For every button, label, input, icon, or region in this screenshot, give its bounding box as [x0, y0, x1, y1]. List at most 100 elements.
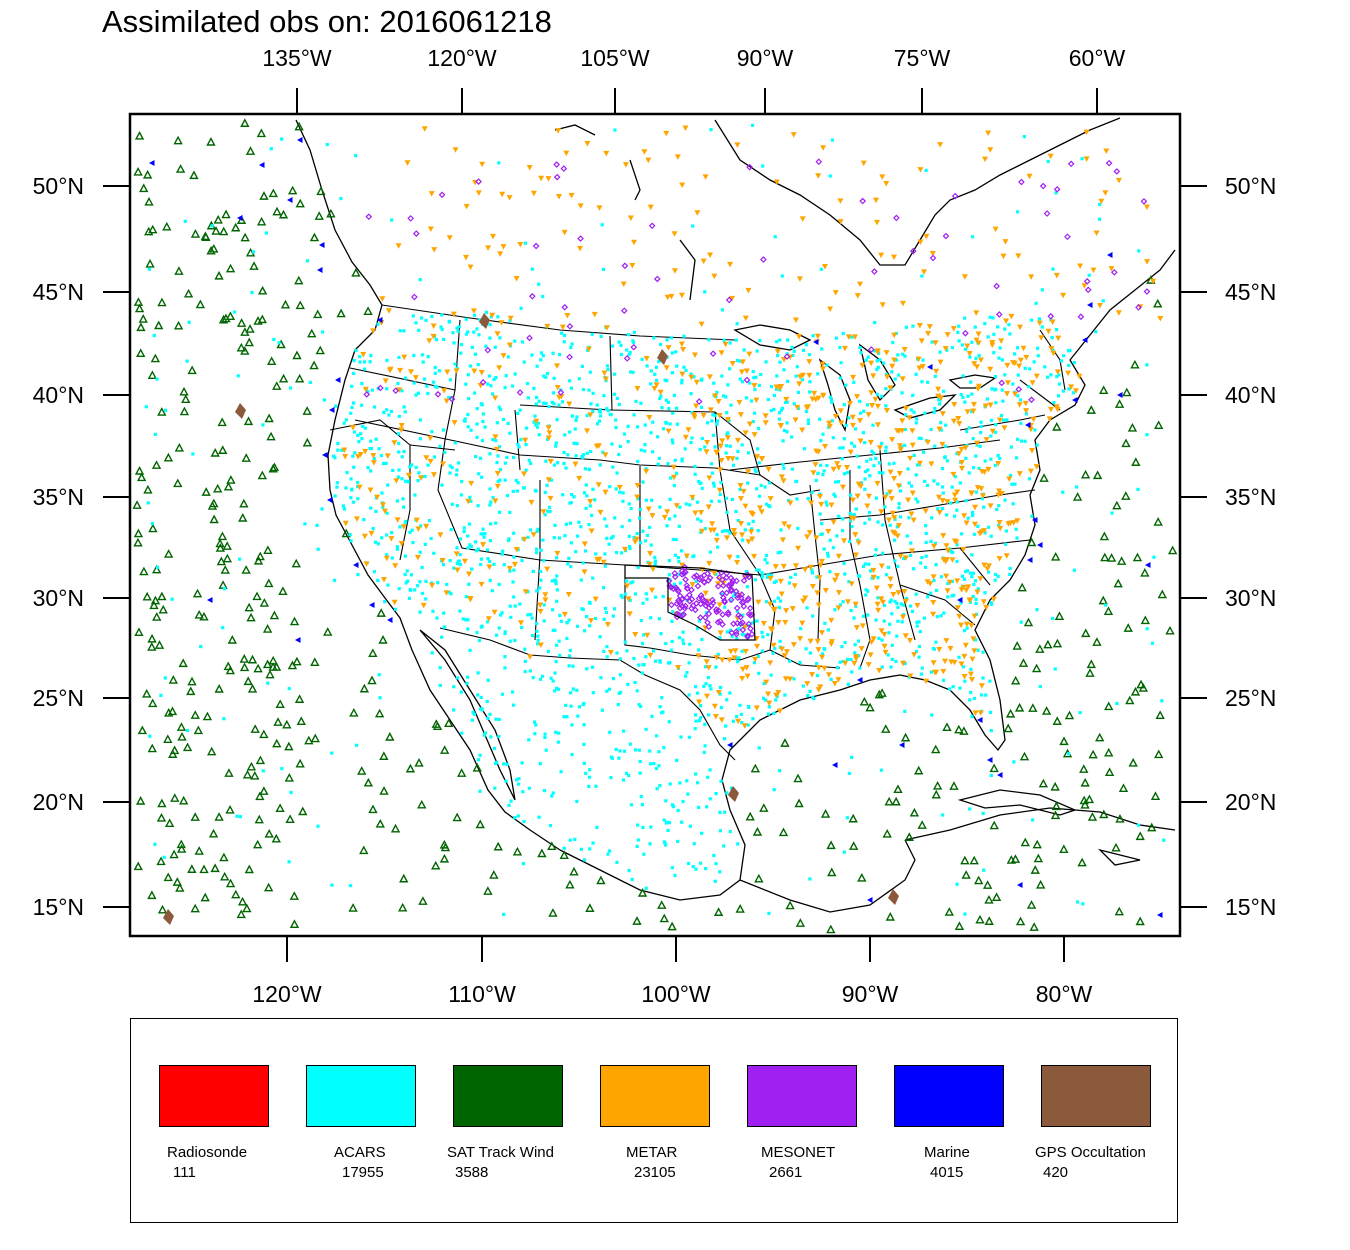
metar-marker: [935, 386, 942, 393]
metar-marker: [1083, 129, 1090, 136]
acars-marker: [644, 592, 648, 596]
metar-marker: [854, 493, 861, 500]
sat-track-wind-marker: [1079, 764, 1089, 773]
metar-marker: [917, 239, 924, 245]
acars-marker: [1004, 542, 1008, 546]
acars-marker: [488, 487, 492, 491]
sat-track-wind-marker: [975, 914, 985, 924]
acars-marker: [497, 445, 502, 449]
acars-marker: [549, 676, 553, 680]
sat-track-wind-marker: [200, 892, 210, 902]
mesonet-marker: [411, 293, 418, 301]
sat-track-wind-marker: [1104, 701, 1114, 711]
acars-marker: [527, 786, 531, 790]
metar-marker: [427, 458, 434, 465]
sat-track-wind-marker: [349, 707, 359, 717]
acars-marker: [725, 529, 730, 533]
metar-marker: [751, 383, 758, 389]
sat-track-wind-marker: [164, 818, 175, 828]
acars-marker: [929, 591, 933, 595]
acars-marker: [618, 444, 622, 448]
acars-marker: [1103, 603, 1108, 607]
acars-marker: [534, 551, 539, 555]
metar-marker: [478, 581, 485, 588]
acars-marker: [556, 461, 560, 465]
acars-marker: [822, 469, 826, 473]
metar-marker: [713, 655, 720, 661]
acars-marker: [697, 479, 701, 484]
mesonet-marker: [942, 232, 950, 240]
metar-marker: [958, 622, 965, 629]
acars-marker: [718, 692, 722, 696]
acars-marker: [934, 563, 938, 567]
metar-marker: [431, 247, 438, 253]
acars-marker: [1076, 900, 1080, 904]
metar-marker: [874, 480, 881, 487]
acars-marker: [554, 582, 558, 586]
sat-track-wind-marker: [1128, 757, 1138, 767]
metar-marker: [766, 700, 773, 706]
acars-marker: [618, 657, 623, 661]
acars-marker: [537, 282, 541, 286]
metar-marker: [779, 537, 786, 543]
acars-marker: [511, 580, 515, 584]
metar-marker: [807, 564, 814, 571]
sat-track-wind-marker: [1136, 679, 1146, 689]
acars-marker: [1015, 346, 1020, 350]
marine-marker: [287, 197, 293, 203]
mesonet-marker: [363, 391, 371, 398]
metar-marker: [812, 462, 819, 468]
metar-marker: [588, 528, 595, 534]
metar-marker: [992, 226, 999, 233]
acars-marker: [790, 345, 794, 350]
metar-marker: [592, 596, 599, 603]
marine-marker: [237, 215, 243, 221]
acars-marker: [535, 425, 540, 429]
metar-marker: [391, 599, 398, 606]
metar-marker: [971, 521, 978, 528]
acars-marker: [553, 523, 557, 527]
metar-marker: [928, 461, 935, 467]
metar-marker: [777, 423, 784, 429]
acars-marker: [507, 803, 511, 807]
metar-marker: [478, 369, 485, 376]
acars-marker: [753, 578, 757, 582]
acars-marker: [842, 850, 846, 854]
acars-marker: [623, 592, 627, 596]
acars-marker: [640, 803, 645, 807]
acars-marker: [985, 397, 990, 401]
acars-marker: [538, 586, 542, 590]
sat-track-wind-marker: [399, 873, 409, 883]
sat-track-wind-marker: [187, 864, 197, 873]
acars-marker: [1036, 346, 1040, 350]
acars-marker: [914, 497, 918, 501]
acars-marker: [939, 421, 943, 425]
metar-marker: [891, 515, 898, 521]
acars-marker: [386, 483, 390, 487]
acars-marker: [452, 341, 456, 345]
sat-track-wind-marker: [398, 902, 408, 912]
metar-marker: [467, 264, 474, 271]
metar-marker: [973, 310, 980, 316]
acars-marker: [880, 441, 884, 445]
acars-marker: [579, 847, 583, 851]
acars-marker: [948, 501, 953, 505]
acars-marker: [727, 419, 731, 423]
sat-track-wind-marker: [179, 406, 190, 416]
acars-marker: [277, 341, 281, 345]
acars-marker: [622, 729, 626, 733]
acars-marker: [871, 423, 875, 427]
acars-marker: [522, 486, 526, 490]
acars-marker: [700, 377, 704, 381]
metar-marker: [985, 130, 992, 137]
acars-marker: [854, 507, 858, 511]
acars-marker: [468, 495, 472, 499]
sat-track-wind-marker: [209, 498, 219, 508]
acars-marker: [719, 480, 723, 485]
bottom-longitude-axis: 120°W 110°W 100°W 90°W 80°W: [252, 936, 1093, 1007]
metar-marker: [711, 703, 718, 710]
metar-marker: [726, 554, 733, 561]
metar-marker: [576, 475, 583, 482]
metar-marker: [496, 365, 503, 371]
metar-marker: [816, 575, 823, 581]
